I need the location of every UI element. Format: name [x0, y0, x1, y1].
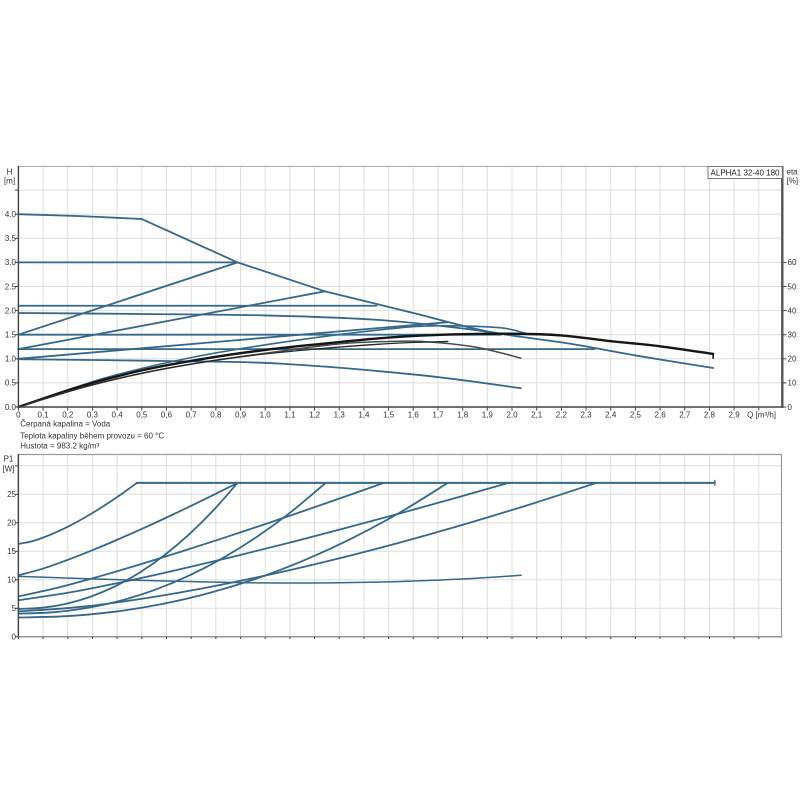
svg-text:1.5: 1.5: [5, 331, 17, 340]
svg-text:2.5: 2.5: [5, 282, 17, 291]
svg-text:1,1: 1,1: [284, 411, 296, 420]
svg-text:10: 10: [7, 576, 16, 585]
svg-text:20: 20: [788, 355, 797, 364]
svg-text:ALPHA1 32-40 180: ALPHA1 32-40 180: [711, 169, 780, 178]
svg-text:P1: P1: [4, 455, 14, 464]
svg-text:[%]: [%]: [787, 177, 799, 186]
svg-text:[m]: [m]: [4, 177, 15, 186]
svg-text:15: 15: [7, 547, 16, 556]
svg-text:2,6: 2,6: [655, 411, 667, 420]
svg-text:10: 10: [788, 379, 797, 388]
svg-text:0,4: 0,4: [112, 411, 124, 420]
svg-text:0.0: 0.0: [5, 403, 17, 412]
svg-text:30: 30: [788, 331, 797, 340]
svg-text:0: 0: [12, 633, 17, 642]
svg-text:0.5: 0.5: [5, 379, 17, 388]
svg-text:0,1: 0,1: [38, 411, 50, 420]
svg-text:0,8: 0,8: [210, 411, 222, 420]
svg-text:1,7: 1,7: [432, 411, 444, 420]
svg-text:20: 20: [7, 519, 16, 528]
svg-text:Q [m³/h]: Q [m³/h]: [747, 411, 776, 420]
svg-text:2,8: 2,8: [704, 411, 716, 420]
svg-text:40: 40: [788, 306, 797, 315]
svg-text:0,7: 0,7: [186, 411, 198, 420]
svg-text:Teplota kapaliny během provozu: Teplota kapaliny během provozu = 60 °C: [20, 431, 164, 440]
svg-text:3.5: 3.5: [5, 234, 17, 243]
svg-text:25: 25: [7, 490, 16, 499]
svg-text:1,6: 1,6: [408, 411, 420, 420]
svg-text:Hustota = 983.2 kg/m³: Hustota = 983.2 kg/m³: [20, 441, 99, 450]
svg-text:1.0: 1.0: [5, 355, 17, 364]
svg-text:2,0: 2,0: [506, 411, 518, 420]
svg-text:2,9: 2,9: [729, 411, 741, 420]
svg-text:2,3: 2,3: [580, 411, 592, 420]
svg-text:H: H: [7, 168, 13, 177]
svg-text:1,8: 1,8: [457, 411, 469, 420]
svg-text:0,6: 0,6: [161, 411, 173, 420]
svg-text:1,3: 1,3: [334, 411, 346, 420]
svg-text:0,3: 0,3: [87, 411, 99, 420]
svg-text:2,4: 2,4: [605, 411, 617, 420]
svg-text:[W]: [W]: [3, 465, 15, 474]
svg-text:4.0: 4.0: [5, 210, 17, 219]
svg-text:2,5: 2,5: [630, 411, 642, 420]
svg-text:1,0: 1,0: [260, 411, 272, 420]
svg-text:5: 5: [12, 604, 17, 613]
svg-text:Čerpaná kapalina = Voda: Čerpaná kapalina = Voda: [20, 420, 111, 429]
svg-text:0: 0: [788, 403, 793, 412]
svg-text:3.0: 3.0: [5, 258, 17, 267]
svg-text:0: 0: [16, 411, 21, 420]
svg-text:60: 60: [788, 258, 797, 267]
svg-text:1,2: 1,2: [309, 411, 321, 420]
svg-text:1,4: 1,4: [358, 411, 370, 420]
svg-text:2.0: 2.0: [5, 306, 17, 315]
svg-text:0,2: 0,2: [62, 411, 74, 420]
svg-text:2,7: 2,7: [679, 411, 691, 420]
svg-text:2,2: 2,2: [556, 411, 568, 420]
svg-text:1,5: 1,5: [383, 411, 395, 420]
svg-text:2,1: 2,1: [531, 411, 543, 420]
svg-text:1,9: 1,9: [482, 411, 494, 420]
svg-text:0,5: 0,5: [136, 411, 148, 420]
svg-text:0,9: 0,9: [235, 411, 247, 420]
svg-text:50: 50: [788, 282, 797, 291]
svg-text:eta: eta: [787, 168, 799, 177]
